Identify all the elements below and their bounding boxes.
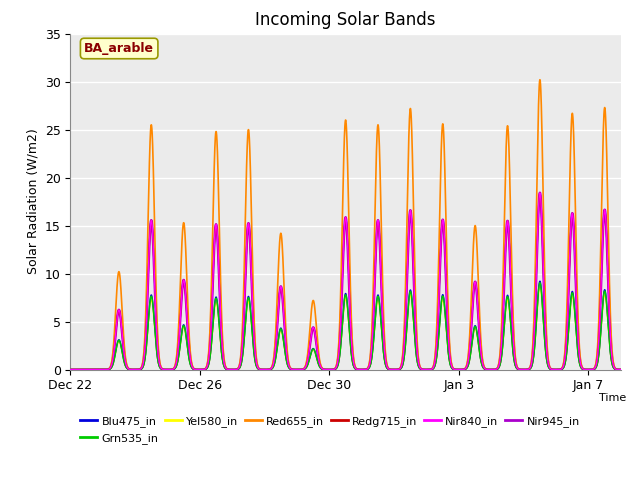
Legend: Blu475_in, Grn535_in, Yel580_in, Red655_in, Redg715_in, Nir840_in, Nir945_in: Blu475_in, Grn535_in, Yel580_in, Red655_… — [76, 412, 584, 448]
Text: Time: Time — [599, 393, 627, 403]
Y-axis label: Solar Radiation (W/m2): Solar Radiation (W/m2) — [26, 129, 39, 275]
Title: Incoming Solar Bands: Incoming Solar Bands — [255, 11, 436, 29]
Text: BA_arable: BA_arable — [84, 42, 154, 55]
